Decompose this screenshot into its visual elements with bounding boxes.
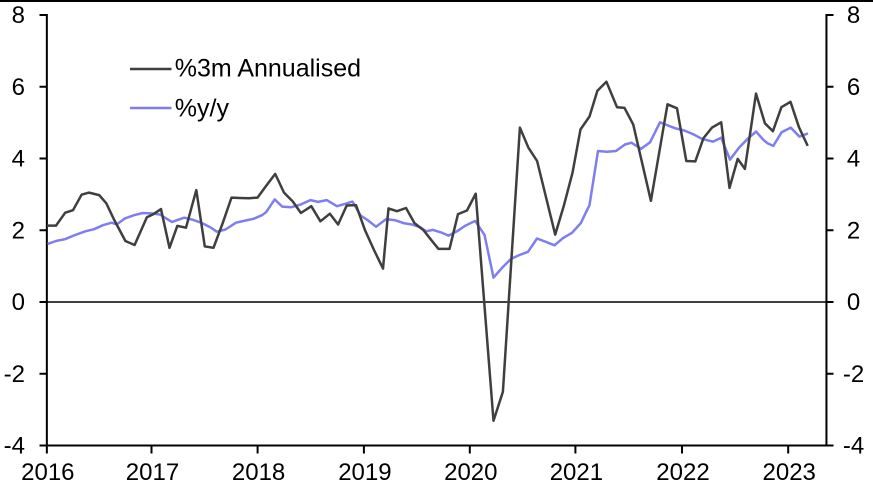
svg-text:0: 0 (847, 289, 860, 316)
svg-text:2018: 2018 (232, 459, 285, 486)
svg-text:%3m Annualised: %3m Annualised (175, 55, 361, 83)
svg-text:8: 8 (847, 2, 860, 29)
svg-text:2023: 2023 (763, 459, 816, 486)
svg-text:2021: 2021 (550, 459, 603, 486)
svg-text:6: 6 (847, 74, 860, 101)
svg-text:8: 8 (12, 2, 25, 29)
svg-text:-4: -4 (843, 433, 864, 460)
svg-text:%y/y: %y/y (175, 94, 230, 122)
svg-text:4: 4 (12, 146, 25, 173)
svg-text:2019: 2019 (338, 459, 391, 486)
svg-text:2016: 2016 (21, 459, 74, 486)
svg-text:2022: 2022 (656, 459, 709, 486)
svg-text:-2: -2 (843, 361, 864, 388)
svg-text:2017: 2017 (126, 459, 179, 486)
svg-text:2: 2 (847, 217, 860, 244)
svg-text:-4: -4 (4, 433, 25, 460)
svg-text:4: 4 (847, 146, 860, 173)
svg-text:-2: -2 (4, 361, 25, 388)
svg-text:2020: 2020 (444, 459, 497, 486)
svg-text:2: 2 (12, 217, 25, 244)
svg-text:0: 0 (12, 289, 25, 316)
svg-text:6: 6 (12, 74, 25, 101)
